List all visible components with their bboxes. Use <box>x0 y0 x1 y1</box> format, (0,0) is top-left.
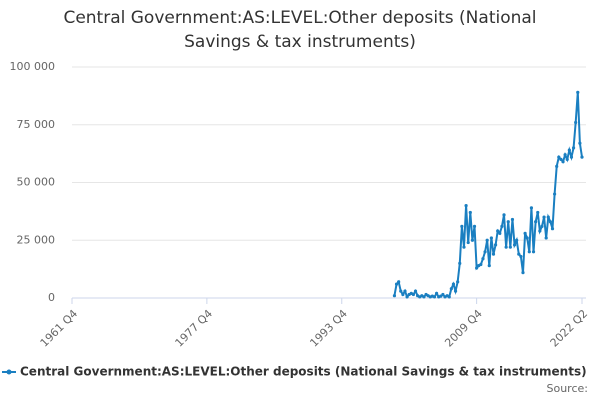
data-point <box>500 224 504 228</box>
data-point <box>510 217 515 222</box>
data-point <box>555 164 559 168</box>
data-point <box>493 243 498 247</box>
data-point <box>569 155 574 159</box>
legend-label: Central Government:AS:LEVEL:Other deposi… <box>20 365 587 379</box>
data-point <box>523 231 527 235</box>
data-point <box>441 292 445 297</box>
data-point <box>574 120 578 125</box>
data-point <box>571 146 576 150</box>
x-tick-label: 2009 Q4 <box>442 307 485 350</box>
data-point <box>487 264 491 268</box>
data-point <box>506 220 510 224</box>
y-tick-label: 50 000 <box>17 176 56 189</box>
data-point <box>489 236 493 240</box>
y-tick-label: 25 000 <box>17 233 56 246</box>
data-point <box>498 231 502 235</box>
data-point <box>542 215 546 219</box>
data-point <box>475 266 479 270</box>
data-point <box>403 289 407 293</box>
data-point <box>534 220 538 224</box>
data-point <box>472 224 477 228</box>
data-point <box>481 257 485 261</box>
x-tick-label: 2022 Q2 <box>548 307 591 350</box>
data-point <box>553 192 557 196</box>
data-point <box>531 250 536 254</box>
data-point <box>548 220 552 224</box>
data-point <box>563 153 567 157</box>
data-point <box>557 155 561 159</box>
data-point <box>483 250 487 254</box>
data-point <box>550 227 555 231</box>
data-point <box>544 236 548 240</box>
data-point <box>460 224 464 228</box>
data-point <box>540 224 544 228</box>
data-point <box>538 229 542 233</box>
data-point <box>411 292 416 297</box>
x-tick-label: 1961 Q4 <box>38 307 81 350</box>
data-point <box>525 236 529 240</box>
data-point <box>491 252 496 256</box>
data-point <box>496 229 500 233</box>
data-point <box>468 210 472 215</box>
data-point <box>546 215 550 219</box>
data-point <box>517 252 521 256</box>
data-point <box>512 243 517 247</box>
data-point <box>479 262 483 267</box>
data-point <box>451 282 456 286</box>
data-point <box>466 240 470 245</box>
data-point <box>434 291 439 295</box>
data-point <box>504 245 508 249</box>
data-point <box>567 148 571 152</box>
data-point <box>529 206 534 210</box>
source-label: Source: <box>547 382 589 395</box>
data-point <box>432 295 437 299</box>
y-tick-label: 75 000 <box>17 118 56 131</box>
data-point <box>580 155 584 159</box>
data-point <box>536 210 540 215</box>
x-tick-label: 1977 Q4 <box>173 307 216 350</box>
data-point <box>405 295 409 299</box>
data-point <box>458 261 462 265</box>
data-point <box>576 90 580 95</box>
data-point <box>399 289 403 293</box>
data-point <box>521 270 525 275</box>
data-point <box>565 157 569 161</box>
data-point <box>527 250 531 254</box>
data-point <box>394 282 399 286</box>
y-tick-label: 0 <box>48 291 55 304</box>
x-tick-label: 1993 Q4 <box>307 307 350 350</box>
data-point <box>578 141 582 145</box>
data-point <box>447 295 451 299</box>
data-point <box>470 238 475 242</box>
data-point <box>401 292 405 297</box>
data-point <box>515 238 519 242</box>
chart-title: Central Government:AS:LEVEL:Other deposi… <box>63 8 537 52</box>
data-point <box>449 287 453 291</box>
data-point <box>561 160 565 164</box>
data-point <box>413 289 418 293</box>
data-point <box>422 295 426 299</box>
data-point <box>397 280 401 284</box>
legend-marker <box>6 369 12 375</box>
data-point <box>462 245 466 249</box>
data-point <box>456 280 460 284</box>
data-point <box>485 238 489 242</box>
data-point <box>453 289 458 293</box>
data-point <box>519 254 523 259</box>
data-point <box>502 213 506 217</box>
data-point <box>559 157 563 161</box>
data-point <box>392 294 397 298</box>
data-point <box>508 245 512 249</box>
y-tick-label: 100 000 <box>10 60 56 73</box>
data-point <box>464 204 468 208</box>
